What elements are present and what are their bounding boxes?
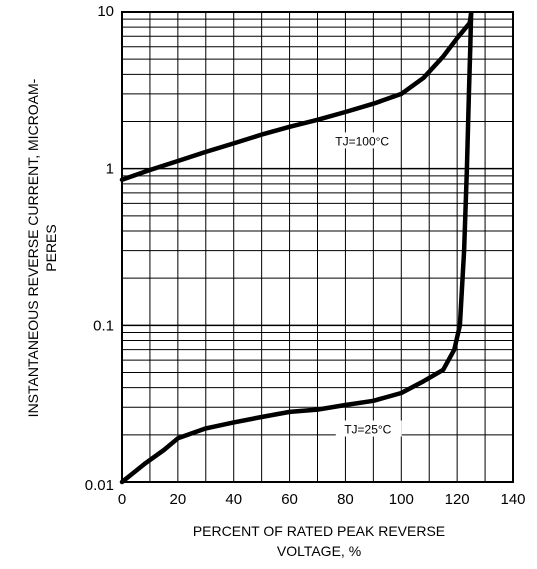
x-axis-title-line-1: PERCENT OF RATED PEAK REVERSE [193, 523, 445, 539]
x-tick-labels: 0 20 40 60 80 100 120 140 [118, 491, 526, 508]
y-tick-label: 10 [97, 3, 114, 20]
y-tick-labels: 0.01 0.1 1 10 [85, 3, 114, 494]
y-axis-title-line-2: PERES [43, 224, 59, 271]
plot-frame [121, 11, 514, 483]
x-tick-label: 0 [118, 491, 126, 508]
annotation-layer: TJ=100°C TJ=25°C [330, 132, 402, 437]
x-tick-label: 60 [281, 491, 298, 508]
x-tick-label: 20 [170, 491, 187, 508]
annotation-label-1: TJ=100°C [335, 134, 389, 148]
x-tick-label: 80 [337, 491, 354, 508]
y-axis-title-line-1: INSTANTANEOUS REVERSE CURRENT, MICROAM- [25, 78, 41, 417]
x-tick-label: 100 [389, 491, 414, 508]
annotation-background [330, 132, 397, 149]
x-tick-label: 120 [445, 491, 470, 508]
x-tick-label: 40 [225, 491, 242, 508]
y-tick-label: 0.1 [93, 317, 114, 334]
series-line-2 [119, 11, 474, 485]
series-layer [119, 11, 474, 485]
series-line-1 [119, 11, 474, 182]
y-tick-label: 1 [106, 161, 114, 178]
annotation-background [335, 420, 402, 437]
annotation-label-2: TJ=25°C [344, 423, 391, 437]
y-tick-label: 0.01 [85, 477, 114, 494]
x-tick-label: 140 [500, 491, 525, 508]
x-axis-title-line-2: VOLTAGE, % [277, 543, 361, 559]
